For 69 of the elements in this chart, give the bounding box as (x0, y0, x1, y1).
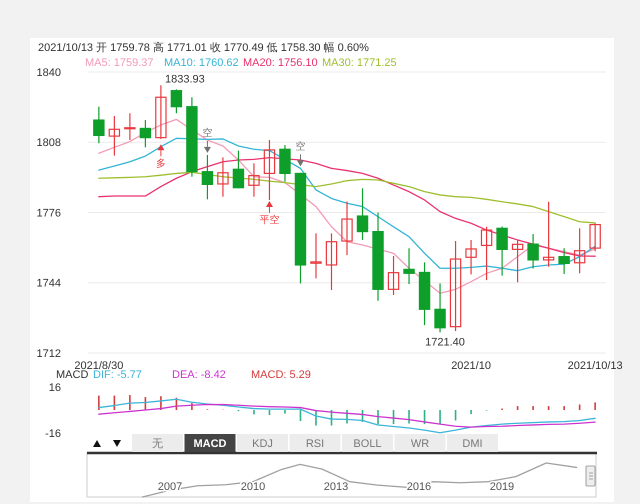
candlestick (341, 200, 353, 256)
candlestick (124, 112, 136, 141)
text: MA10: 1760.62 (164, 57, 239, 69)
candlestick (512, 239, 524, 283)
text: DEA: -8.42 (172, 369, 226, 381)
candlestick (232, 150, 244, 189)
candlestick (108, 115, 120, 156)
candlestick (589, 222, 601, 252)
text: BOLL (353, 438, 382, 450)
chart-title: 2021/10/13 开 1759.78 高 1771.01 收 1770.49 低 1758.30 幅 0.60% (38, 41, 370, 54)
text: MA20: 1756.10 (243, 57, 318, 69)
candlestick (310, 232, 322, 279)
annotation: 1721.40 (425, 336, 465, 348)
y-tick-label: 1840 (36, 66, 61, 79)
x-tick-label: 2021/10/13 (568, 360, 623, 372)
point (296, 160, 304, 166)
candlestick (155, 84, 167, 140)
point (204, 146, 211, 153)
text: RSI (306, 438, 324, 450)
candlestick (388, 255, 400, 296)
point (266, 200, 273, 207)
candlestick (217, 156, 229, 198)
candlestick (202, 154, 214, 200)
data-label: 空 (202, 126, 212, 139)
candlestick (170, 88, 182, 114)
candlestick (93, 106, 105, 144)
data-label: 平空 (259, 214, 280, 226)
line-series (98, 398, 596, 434)
x-tick-label: 2013 (324, 481, 348, 493)
candlestick (465, 239, 477, 276)
annotation: 1833.93 (165, 73, 205, 86)
candlestick (248, 162, 260, 198)
text: MA30: 1771.25 (322, 57, 397, 69)
x-tick-label: 2021/8/30 (74, 360, 124, 372)
candlestick (356, 188, 368, 241)
text: DMI (462, 438, 483, 450)
y-tick-label: 1744 (36, 278, 61, 290)
text: WR (410, 438, 430, 450)
candlestick (558, 248, 570, 275)
chart-title: MACD (56, 369, 88, 381)
candlestick (434, 282, 446, 333)
point (157, 144, 164, 150)
text: MACD: 5.29 (251, 369, 311, 381)
candlestick (496, 226, 508, 276)
y-tick-label: 16 (48, 382, 61, 394)
candlestick (450, 240, 462, 332)
candlestick (574, 228, 586, 274)
y-tick-label: 1776 (36, 207, 61, 220)
text: KDJ (252, 438, 273, 450)
y-tick-label: -16 (45, 428, 61, 440)
candlestick (140, 119, 152, 148)
candlestick (480, 226, 492, 281)
series-label: DIF: -5.77 (93, 369, 142, 381)
text: MACD (194, 438, 227, 450)
candlestick (326, 232, 338, 291)
line-series (98, 404, 596, 428)
candlestick (403, 248, 415, 285)
text: 无 (152, 438, 163, 450)
x-tick-label: 2010 (240, 481, 266, 493)
x-tick-label: 2021/10 (451, 360, 491, 372)
x-tick-label: 2019 (490, 481, 514, 493)
y-tick-label: 1808 (36, 137, 61, 150)
x-tick-label: 2007 (158, 481, 182, 493)
candlestick (527, 233, 539, 270)
text: MA5: 1759.37 (85, 57, 154, 69)
data-label: 多 (156, 157, 166, 170)
y-tick-label: 1712 (36, 348, 61, 360)
data-label: 空 (295, 140, 306, 152)
candlestick (542, 201, 554, 268)
